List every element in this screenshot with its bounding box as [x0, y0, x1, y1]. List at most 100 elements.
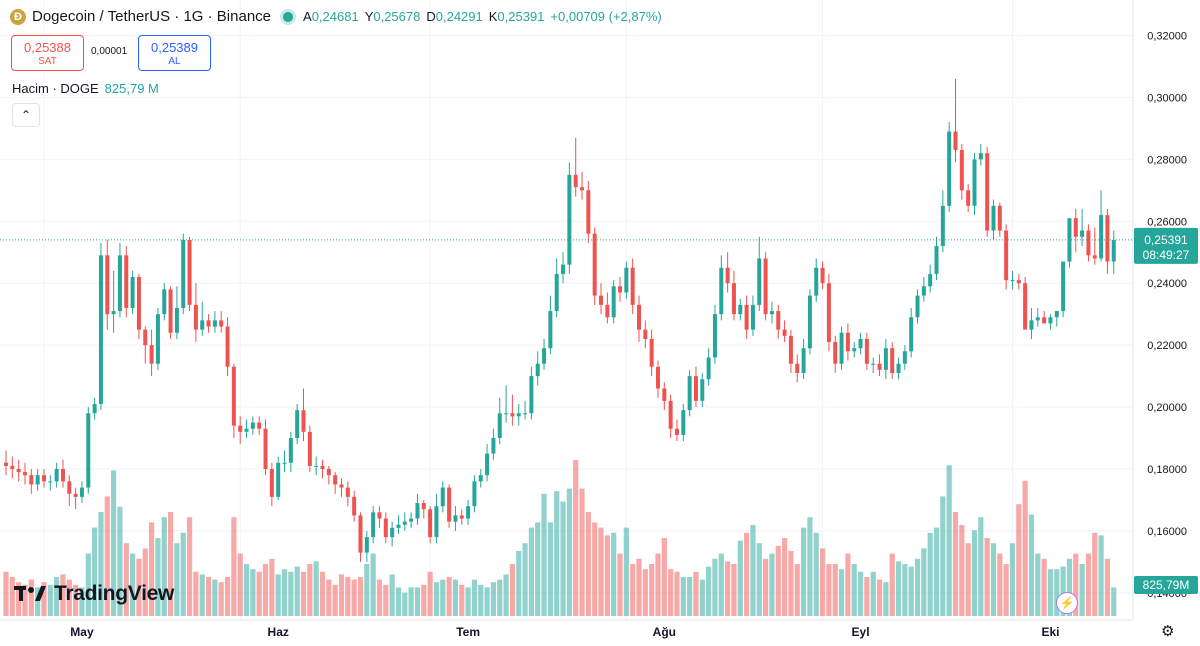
volume-bar	[256, 571, 262, 616]
candle-body	[940, 205, 945, 247]
buy-button[interactable]: 0,25389 AL	[138, 35, 211, 71]
volume-bar	[148, 522, 155, 616]
candle-body	[1048, 317, 1053, 324]
low-value: 0,24291	[435, 9, 483, 24]
candle-body	[415, 503, 420, 519]
volume-bar	[661, 538, 667, 616]
candle-body	[877, 363, 882, 370]
candle-body	[377, 512, 382, 519]
candle-body	[700, 379, 705, 401]
candle-body	[124, 255, 129, 308]
volume-bar	[180, 532, 186, 616]
volume-bar	[167, 512, 174, 616]
volume-bar	[1003, 564, 1009, 616]
candle-body	[529, 376, 534, 414]
candle-body	[364, 537, 369, 553]
volume-legend[interactable]: Hacim · DOGE 825,79 M	[12, 81, 159, 96]
candle-body	[719, 267, 724, 315]
tradingview-logo[interactable]: TradingView	[14, 582, 174, 606]
volume-bar	[1066, 558, 1073, 616]
volume-bar	[668, 569, 674, 616]
volume-bar	[680, 577, 686, 616]
volume-bar	[433, 582, 440, 616]
sell-price: 0,25388	[24, 39, 71, 55]
candle-body	[909, 317, 914, 352]
candle-body	[542, 348, 547, 364]
flash-icon[interactable]: ⚡	[1056, 592, 1078, 614]
volume-bar	[978, 517, 984, 616]
symbol-title[interactable]: Dogecoin / TetherUS · 1G · Binance	[32, 8, 272, 25]
volume-bar	[541, 493, 547, 616]
volume-bar	[313, 561, 319, 616]
volume-bar	[421, 584, 427, 616]
candle-body	[985, 153, 990, 231]
open-value: 0,24681	[311, 9, 359, 24]
volume-bar	[465, 587, 471, 616]
volume-bar	[142, 548, 148, 616]
high-key: Y	[364, 9, 374, 24]
candle-body	[67, 481, 72, 494]
candle-body	[1029, 320, 1034, 330]
volume-bar	[902, 564, 908, 616]
candle-body	[326, 468, 331, 476]
candle-body	[111, 311, 116, 315]
volume-bar	[231, 517, 237, 616]
volume-legend-value: 825,79 M	[104, 81, 159, 96]
candle-body	[668, 400, 673, 429]
candle-body	[554, 273, 559, 312]
volume-bar	[1060, 566, 1066, 616]
time-tick-label: Tem	[456, 625, 480, 639]
candle-body	[79, 487, 84, 497]
volume-tag	[1134, 576, 1198, 594]
candle-body	[396, 524, 401, 528]
volume-bar	[693, 571, 699, 616]
volume-bar	[636, 558, 642, 616]
volume-bar	[908, 566, 914, 616]
candle-body	[434, 506, 439, 538]
close-key: K	[488, 9, 498, 24]
symbol-header[interactable]: Ð Dogecoin / TetherUS · 1G · Binance A0,…	[10, 8, 662, 25]
gear-icon[interactable]: ⚙	[1161, 622, 1174, 640]
volume-bar	[630, 564, 636, 616]
volume-bar	[186, 517, 193, 616]
volume-bar	[769, 553, 775, 616]
candle-body	[29, 475, 34, 485]
volume-bar	[933, 527, 940, 616]
volume-bar	[174, 543, 180, 616]
candle-body	[504, 413, 509, 415]
candle-body	[890, 348, 895, 373]
candle-body	[763, 258, 768, 315]
volume-bar	[547, 522, 553, 616]
candle-body	[16, 468, 21, 473]
close-value: 0,25391	[497, 9, 545, 24]
market-open-icon	[283, 11, 294, 22]
price-tick-label: 0,32000	[1147, 30, 1187, 42]
candle-body	[35, 475, 40, 485]
candle-body	[731, 283, 736, 315]
candle-body	[643, 329, 648, 339]
volume-bar	[98, 512, 104, 616]
candle-body	[105, 255, 110, 315]
time-tick-label: Eki	[1041, 625, 1059, 639]
candle-body	[1099, 215, 1104, 259]
volume-bar	[984, 538, 990, 616]
volume-bar	[1028, 514, 1035, 616]
candle-body	[447, 487, 452, 522]
volume-bar	[1104, 558, 1111, 616]
open-key: A	[303, 9, 312, 24]
price-tick-label: 0,28000	[1147, 154, 1187, 166]
collapse-legend-button[interactable]: ⌃	[12, 103, 40, 127]
sell-button[interactable]: 0,25388 SAT	[11, 35, 84, 71]
time-tick-label: Eyl	[852, 625, 870, 639]
volume-bar	[161, 517, 167, 616]
candle-body	[181, 239, 186, 308]
candle-body	[333, 475, 338, 485]
price-axis[interactable]: 0,140000,160000,180000,200000,220000,240…	[1132, 0, 1187, 620]
candle-body	[136, 277, 141, 330]
time-axis[interactable]: May Haz Tem Ağu Eyl Eki	[0, 619, 1133, 639]
candle-body	[712, 314, 717, 358]
candle-body	[257, 422, 262, 429]
volume-bar	[655, 553, 661, 616]
candle-body	[807, 295, 812, 349]
